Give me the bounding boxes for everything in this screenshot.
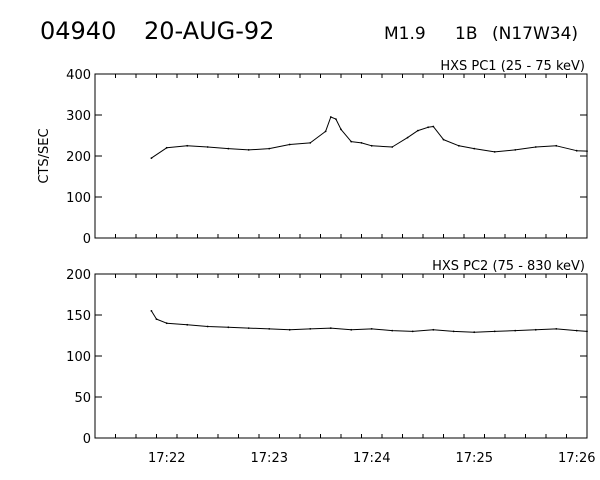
- panel-title: HXS PC1 (25 - 75 keV): [440, 59, 585, 74]
- data-point: [391, 329, 394, 332]
- y-axis-label: CTS/SEC: [37, 128, 52, 183]
- y-tick-label: 200: [66, 268, 91, 283]
- data-point: [150, 157, 153, 160]
- data-point: [206, 146, 209, 148]
- plot-frame: [94, 273, 588, 439]
- data-point: [493, 151, 496, 153]
- data-point: [247, 149, 250, 151]
- plot-frame: [94, 73, 588, 239]
- flare-location: (N17W34): [492, 24, 578, 44]
- data-point: [165, 146, 168, 149]
- data-point: [586, 330, 588, 333]
- panel-hxs-pc1: HXS PC1 (25 - 75 keV) 0 100 200 300 400 CTS/SE…: [37, 59, 588, 247]
- data-point: [514, 149, 517, 151]
- data-point: [227, 147, 230, 150]
- data-point: [391, 146, 394, 148]
- x-tick-label: 17:25: [456, 451, 493, 466]
- panel-title: HXS PC2 (75 - 830 keV): [432, 259, 585, 274]
- y-tick-label: 150: [66, 309, 91, 324]
- y-tick-label: 200: [66, 150, 91, 165]
- data-point: [432, 328, 435, 331]
- y-tick-label: 400: [66, 68, 91, 83]
- data-point: [206, 325, 209, 328]
- data-point: [586, 150, 588, 153]
- data-point: [268, 147, 271, 150]
- data-point: [329, 116, 332, 118]
- optical-class: 1B: [455, 24, 477, 44]
- data-point: [555, 328, 558, 330]
- x-tick-label: 17:26: [558, 451, 595, 466]
- data-point: [288, 328, 291, 331]
- data-point: [309, 142, 312, 144]
- data-point: [534, 146, 537, 148]
- data-point: [473, 331, 476, 334]
- data-point: [335, 118, 337, 120]
- data-point: [411, 330, 414, 333]
- data-point: [350, 328, 353, 331]
- data-point: [432, 125, 435, 128]
- y-tick-label: 300: [66, 109, 91, 124]
- panel-hxs-pc2: HXS PC2 (75 - 830 keV) 0 50 100 150 200 17:22 1…: [66, 259, 595, 466]
- data-point: [427, 126, 429, 129]
- data-point: [417, 129, 419, 132]
- y-tick-label: 100: [66, 350, 91, 365]
- data-point: [268, 328, 271, 330]
- event-id: 04940: [40, 17, 116, 45]
- data-point: [575, 149, 578, 152]
- data-point: [575, 329, 578, 332]
- data-point: [186, 144, 189, 147]
- series-line: [151, 116, 588, 159]
- event-date: 20-AUG-92: [144, 17, 274, 45]
- x-tick-label: 17:22: [148, 451, 185, 466]
- x-tick-label: 17:23: [251, 451, 288, 466]
- x-tick-label: 17:24: [353, 451, 390, 466]
- data-point: [458, 144, 460, 147]
- data-point: [370, 144, 373, 147]
- data-point: [288, 143, 291, 146]
- y-tick-label: 0: [83, 432, 91, 447]
- data-point: [350, 140, 353, 143]
- data-point: [406, 136, 409, 139]
- data-point: [514, 329, 517, 332]
- y-tick-label: 100: [66, 191, 91, 206]
- data-point: [329, 327, 332, 329]
- data-point: [155, 318, 158, 320]
- data-point: [324, 130, 327, 133]
- data-point: [452, 330, 455, 333]
- data-point: [186, 323, 189, 326]
- goes-class: M1.9: [384, 24, 426, 44]
- data-point: [247, 327, 250, 329]
- data-point: [227, 326, 230, 329]
- data-point: [165, 322, 168, 325]
- data-point: [360, 142, 363, 144]
- data-point: [309, 328, 312, 330]
- data-point: [534, 328, 537, 331]
- data-point: [370, 328, 373, 330]
- data-point: [340, 128, 342, 131]
- y-tick-label: 0: [83, 232, 91, 247]
- data-point: [555, 144, 558, 147]
- data-point: [493, 330, 496, 333]
- y-tick-label: 50: [74, 391, 91, 406]
- data-point: [150, 310, 153, 312]
- series-line: [150, 310, 588, 333]
- data-point: [473, 147, 476, 150]
- data-point: [442, 138, 445, 141]
